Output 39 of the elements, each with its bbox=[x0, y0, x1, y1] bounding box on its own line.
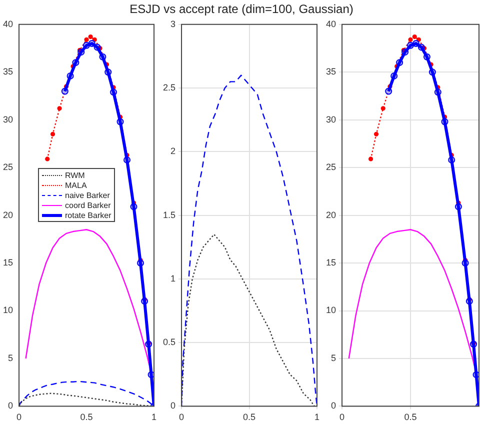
legend-label: coord Barker bbox=[65, 200, 111, 210]
y-tick-label: 25 bbox=[326, 162, 336, 172]
y-tick-label: 3 bbox=[170, 18, 176, 29]
y-tick-label: 10 bbox=[326, 305, 336, 316]
x-tick-label: 1 bbox=[314, 412, 320, 422]
x-tick-label: 0 bbox=[16, 412, 22, 422]
y-tick-label: 15 bbox=[326, 258, 336, 268]
y-tick-label: 40 bbox=[326, 18, 336, 29]
y-tick-label: 0.5 bbox=[162, 337, 176, 348]
y-tick-label: 0 bbox=[330, 400, 336, 411]
legend-label: MALA bbox=[65, 180, 87, 190]
y-tick-label: 1.5 bbox=[162, 210, 176, 220]
y-tick-label: 2.5 bbox=[162, 82, 176, 93]
y-tick-label: 0 bbox=[170, 400, 176, 411]
y-tick-label: 10 bbox=[2, 305, 14, 316]
legend-label: rotate Barker bbox=[65, 210, 112, 220]
y-tick-label: 15 bbox=[2, 258, 14, 268]
x-tick-label: 0 bbox=[179, 412, 184, 422]
y-tick-label: 20 bbox=[326, 210, 336, 220]
chart-title: ESJD vs accept rate (dim=100, Gaussian) bbox=[130, 2, 354, 16]
y-tick-label: 2 bbox=[170, 146, 176, 156]
y-tick-label: 40 bbox=[2, 18, 14, 29]
legend-label: RWM bbox=[65, 170, 85, 180]
x-tick-label: 0.5 bbox=[243, 412, 256, 422]
y-tick-label: 20 bbox=[2, 210, 14, 220]
y-tick-label: 25 bbox=[2, 162, 14, 172]
y-tick-label: 1 bbox=[170, 273, 176, 284]
y-tick-label: 0 bbox=[8, 400, 14, 411]
x-tick-label: 0.5 bbox=[80, 412, 93, 422]
x-tick-label: 1 bbox=[151, 412, 157, 422]
y-tick-label: 35 bbox=[326, 66, 336, 77]
x-tick-label: 0 bbox=[340, 412, 345, 422]
y-tick-label: 5 bbox=[8, 352, 14, 363]
legend-label: naive Barker bbox=[65, 190, 110, 200]
x-tick-label: 0.5 bbox=[404, 412, 417, 422]
y-tick-label: 30 bbox=[2, 114, 14, 124]
y-tick-label: 35 bbox=[2, 66, 14, 77]
y-tick-label: 5 bbox=[330, 352, 336, 363]
y-tick-label: 30 bbox=[326, 114, 336, 124]
